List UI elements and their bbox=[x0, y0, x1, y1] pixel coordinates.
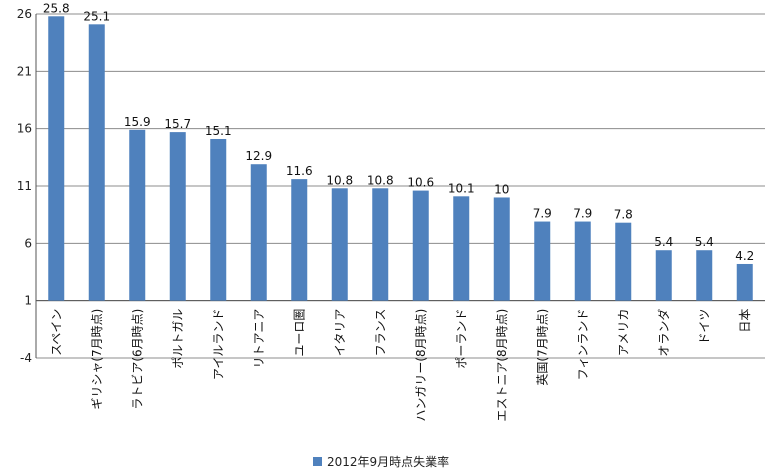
category-label: 日本 bbox=[738, 309, 752, 333]
bar bbox=[331, 188, 348, 301]
data-label: 10.8 bbox=[326, 173, 353, 187]
data-label: 4.2 bbox=[735, 249, 754, 263]
data-label: 5.4 bbox=[654, 235, 673, 249]
y-tick-label: 6 bbox=[24, 236, 32, 250]
bar bbox=[696, 250, 713, 301]
bar bbox=[372, 188, 389, 301]
category-label: ユーロ圏 bbox=[292, 309, 306, 357]
bar bbox=[493, 197, 510, 301]
bar bbox=[129, 129, 146, 301]
data-label: 7.8 bbox=[614, 208, 633, 222]
category-label: ポーランド bbox=[454, 309, 468, 369]
category-label: ドイツ bbox=[697, 309, 711, 345]
category-label: オランダ bbox=[656, 309, 671, 357]
category-label: イタリア bbox=[333, 309, 347, 357]
bar bbox=[250, 164, 267, 301]
category-label: エストニア(8月時点) bbox=[495, 309, 509, 422]
data-label: 15.1 bbox=[205, 124, 232, 138]
data-label: 15.9 bbox=[124, 115, 151, 129]
category-label: 英国(7月時点) bbox=[535, 309, 549, 386]
data-label: 15.7 bbox=[164, 117, 191, 131]
category-label: アメリカ bbox=[616, 309, 630, 356]
bar bbox=[534, 221, 551, 301]
bar bbox=[88, 24, 105, 301]
category-label: アイルランド bbox=[211, 309, 225, 380]
data-label: 12.9 bbox=[245, 149, 272, 163]
data-label: 5.4 bbox=[695, 235, 714, 249]
bar bbox=[291, 179, 308, 301]
y-tick-label: 16 bbox=[17, 122, 32, 136]
category-label: フィンランド bbox=[576, 309, 590, 381]
category-label: スペイン bbox=[49, 309, 63, 356]
bar bbox=[453, 196, 470, 301]
bar bbox=[48, 16, 65, 301]
y-tick-label: 21 bbox=[17, 64, 32, 78]
data-label: 25.8 bbox=[43, 1, 70, 15]
data-labels: 25.8 25.1 15.9 15.7 15.1 12.9 11.6 10.8 10.8 10.6… bbox=[43, 1, 754, 263]
data-label: 10.6 bbox=[407, 176, 434, 190]
bar bbox=[655, 250, 672, 301]
bar bbox=[615, 222, 632, 301]
bar bbox=[412, 190, 429, 301]
data-label: 10.1 bbox=[448, 181, 475, 195]
data-label: 10.8 bbox=[367, 173, 394, 187]
bar bbox=[169, 132, 186, 301]
data-label: 7.9 bbox=[533, 207, 552, 221]
bars bbox=[48, 16, 753, 301]
data-label: 11.6 bbox=[286, 164, 313, 178]
category-label: ラトビア(6月時点) bbox=[130, 309, 144, 410]
data-label: 7.9 bbox=[573, 207, 592, 221]
bar bbox=[736, 263, 753, 301]
legend-label: 2012年9月時点失業率 bbox=[327, 454, 450, 469]
data-label: 25.1 bbox=[83, 9, 110, 23]
legend-swatch bbox=[313, 456, 322, 466]
y-axis-ticks: 26 21 16 11 6 1 -4 bbox=[17, 7, 32, 365]
bar bbox=[574, 221, 591, 301]
y-tick-label: 26 bbox=[17, 7, 32, 21]
bar bbox=[210, 138, 227, 301]
gridlines bbox=[36, 13, 765, 359]
category-label: リトアニア bbox=[252, 309, 266, 369]
category-label: ハンガリー(8月時点) bbox=[414, 309, 428, 422]
category-label: ポルトガル bbox=[171, 309, 185, 369]
category-labels: スペイン ギリシャ(7月時点) ラトビア(6月時点) ポルトガル アイルランド リトアニア… bbox=[49, 309, 752, 422]
y-tick-label: 11 bbox=[17, 179, 32, 193]
category-label: フランス bbox=[373, 309, 387, 357]
y-tick-label: 1 bbox=[24, 294, 32, 308]
data-label: 10 bbox=[494, 182, 509, 196]
legend: 2012年9月時点失業率 bbox=[313, 452, 449, 470]
category-label: ギリシャ(7月時点) bbox=[90, 309, 104, 410]
y-tick-label: -4 bbox=[20, 351, 32, 365]
